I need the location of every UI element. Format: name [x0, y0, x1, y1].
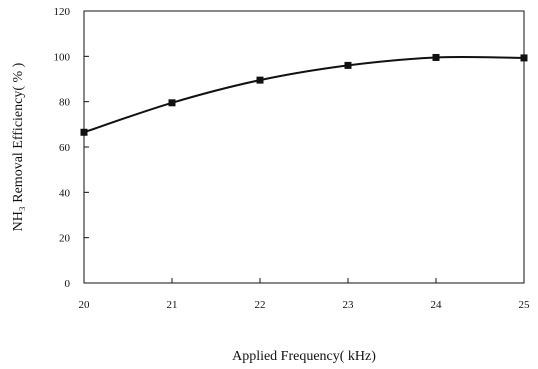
x-tick-label: 20 — [79, 299, 91, 311]
y-axis-ticks: 0 20 40 60 80 100 120 — [54, 6, 89, 290]
y-tick-label: 60 — [59, 142, 71, 154]
x-tick-label: 21 — [167, 299, 178, 311]
data-point-marker — [432, 53, 440, 61]
x-tick-label: 23 — [343, 299, 355, 311]
y-tick-label: 100 — [54, 51, 71, 63]
x-axis-ticks: 20 21 22 23 24 25 — [79, 278, 531, 311]
y-axis-title: NH₃ Removal Efficiency( % ) — [11, 62, 26, 231]
x-tick-label: 22 — [255, 299, 266, 311]
y-tick-label: 20 — [59, 233, 71, 245]
series-line — [83, 56, 525, 134]
data-point-marker — [344, 61, 352, 69]
data-point-marker — [520, 54, 528, 62]
y-tick-label: 80 — [59, 97, 71, 109]
y-tick-label: 40 — [59, 187, 71, 199]
plot-frame — [83, 10, 525, 284]
x-tick-label: 24 — [431, 299, 443, 311]
y-tick-label: 120 — [54, 6, 71, 18]
x-axis-title: Applied Frequency( kHz) — [232, 349, 376, 364]
x-tick-label: 25 — [519, 299, 531, 311]
data-point-marker — [80, 128, 88, 136]
data-point-marker — [256, 76, 264, 84]
data-point-marker — [168, 99, 176, 107]
y-tick-label: 0 — [65, 278, 71, 290]
series-markers — [80, 53, 528, 136]
